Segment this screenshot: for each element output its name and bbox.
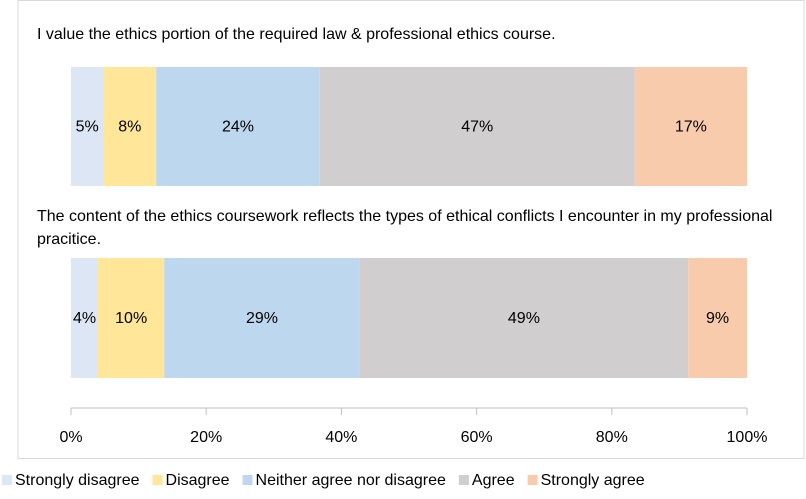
chart-frame — [17, 0, 805, 459]
data-label: 10% — [115, 310, 147, 327]
x-tick-label: 80% — [596, 429, 628, 446]
legend-swatch — [152, 475, 163, 485]
legend-label: Strongly agree — [541, 472, 645, 489]
data-label: 24% — [222, 119, 254, 136]
legend-label: Agree — [472, 472, 515, 489]
legend-swatch — [2, 475, 12, 485]
bar-segment — [98, 258, 165, 378]
data-label: 9% — [706, 310, 729, 327]
data-label: 5% — [76, 119, 99, 136]
data-label: 17% — [675, 119, 707, 136]
data-label: 49% — [508, 310, 540, 327]
bar-segment — [103, 67, 157, 186]
x-tick-label: 20% — [190, 429, 222, 446]
data-label: 47% — [461, 119, 493, 136]
x-tick-label: 100% — [727, 429, 768, 446]
category-label: The content of the ethics coursework ref… — [37, 208, 773, 248]
bar-segment — [156, 67, 320, 186]
bar-segment — [319, 67, 635, 186]
legend-label: Strongly disagree — [15, 472, 140, 489]
bar-segment — [634, 67, 747, 186]
legend-label: Disagree — [166, 472, 230, 489]
bar-segment — [71, 67, 104, 186]
data-label: 8% — [118, 119, 141, 136]
x-tick-label: 60% — [461, 429, 493, 446]
legend-swatch — [242, 475, 253, 485]
legend-label: Neither agree nor disagree — [256, 472, 446, 489]
legend-swatch — [458, 475, 469, 485]
legend-swatch — [527, 475, 538, 485]
data-label: 4% — [73, 310, 96, 327]
data-label: 29% — [246, 310, 278, 327]
x-tick-label: 0% — [59, 429, 82, 446]
category-label: I value the ethics portion of the requir… — [37, 26, 556, 43]
bar-segment — [688, 258, 747, 378]
bar-segment — [164, 258, 360, 378]
bar-segment — [71, 258, 99, 378]
x-tick-label: 40% — [325, 429, 357, 446]
bar-segment — [359, 258, 689, 378]
